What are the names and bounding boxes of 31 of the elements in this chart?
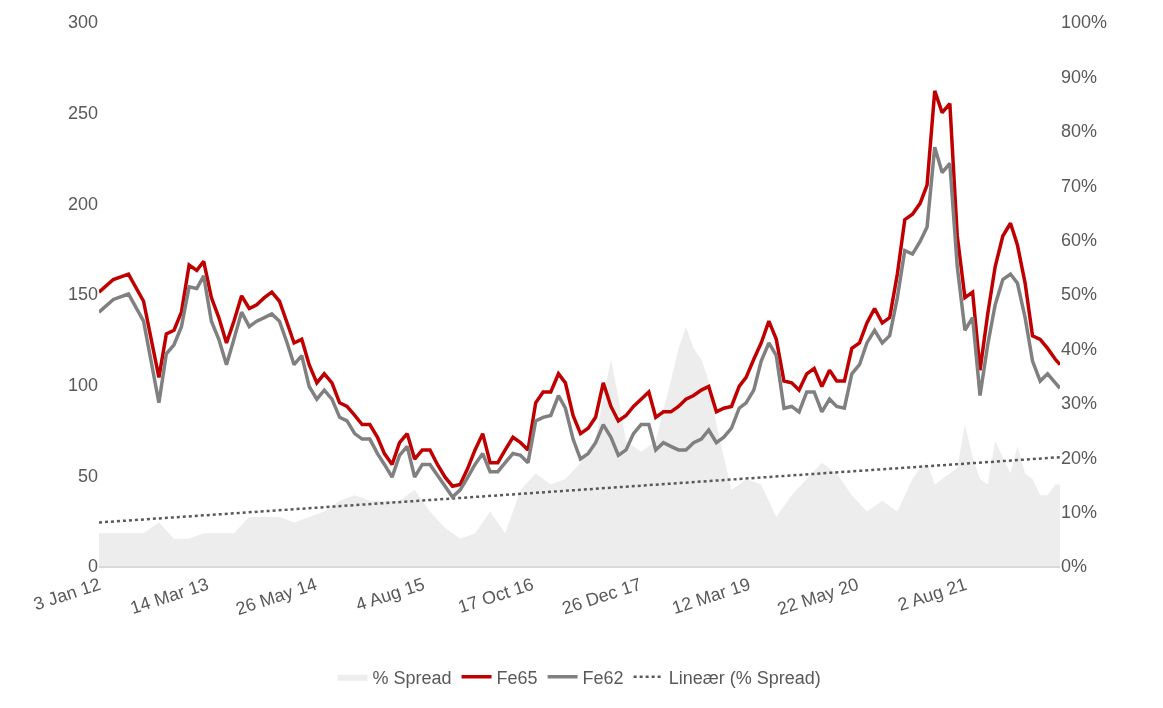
x-tick-label: 4 Aug 15 <box>353 573 428 615</box>
legend-label: % Spread <box>372 667 452 688</box>
x-tick-label: 26 Dec 17 <box>559 573 644 619</box>
y2-tick-label: 60% <box>1061 229 1098 250</box>
x-tick-label: 17 Oct 16 <box>455 573 536 618</box>
y2-tick-label: 0% <box>1061 556 1088 577</box>
y2-tick-label: 50% <box>1061 284 1098 305</box>
y-tick-label: 250 <box>67 102 98 123</box>
x-tick-label: 12 Mar 19 <box>669 573 753 619</box>
y2-tick-label: 80% <box>1061 121 1098 142</box>
x-tick-label: 2 Aug 21 <box>895 573 970 615</box>
legend-label: Fe62 <box>582 667 624 688</box>
line-series <box>99 145 1060 499</box>
y-tick-label: 200 <box>67 193 98 214</box>
y2-tick-label: 20% <box>1061 447 1098 468</box>
y2-tick-label: 90% <box>1061 66 1098 87</box>
legend-label: Lineær (% Spread) <box>668 667 821 688</box>
y2-tick-label: 30% <box>1061 393 1098 414</box>
y2-tick-label: 40% <box>1061 338 1098 359</box>
y2-tick-label: 70% <box>1061 175 1098 196</box>
y-tick-label: 50 <box>77 465 98 486</box>
x-tick-label: 14 Mar 13 <box>127 573 211 619</box>
line-series <box>99 89 1060 488</box>
y2-tick-label: 100% <box>1061 12 1108 33</box>
y2-tick-label: 10% <box>1061 501 1098 522</box>
y-tick-label: 300 <box>67 12 98 33</box>
y-tick-label: 150 <box>67 284 98 305</box>
x-tick-label: 26 May 14 <box>233 573 320 619</box>
x-tick-label: 22 May 20 <box>774 573 862 619</box>
y-tick-label: 100 <box>67 374 98 395</box>
legend-label: Fe65 <box>496 667 538 688</box>
